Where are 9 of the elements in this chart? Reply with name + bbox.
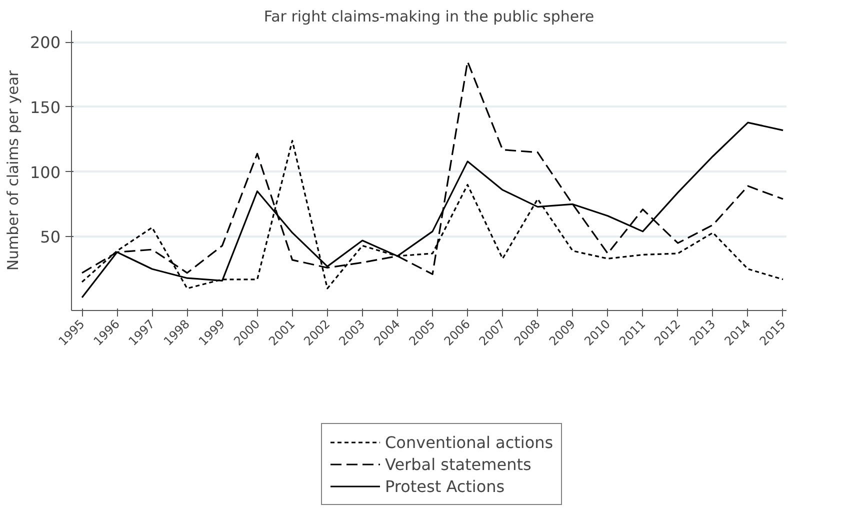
y-tick-label: 200 [30,33,61,52]
legend-label: Verbal statements [385,454,532,474]
chart-title: Far right claims-making in the public sphere [264,8,594,26]
y-tick-label: 100 [30,162,61,182]
y-axis-title: Number of claims per year [4,69,22,271]
y-tick-label: 150 [30,98,61,117]
y-tick-label: 50 [40,228,60,247]
legend-label: Conventional actions [385,432,554,452]
legend-label: Protest Actions [385,476,505,496]
